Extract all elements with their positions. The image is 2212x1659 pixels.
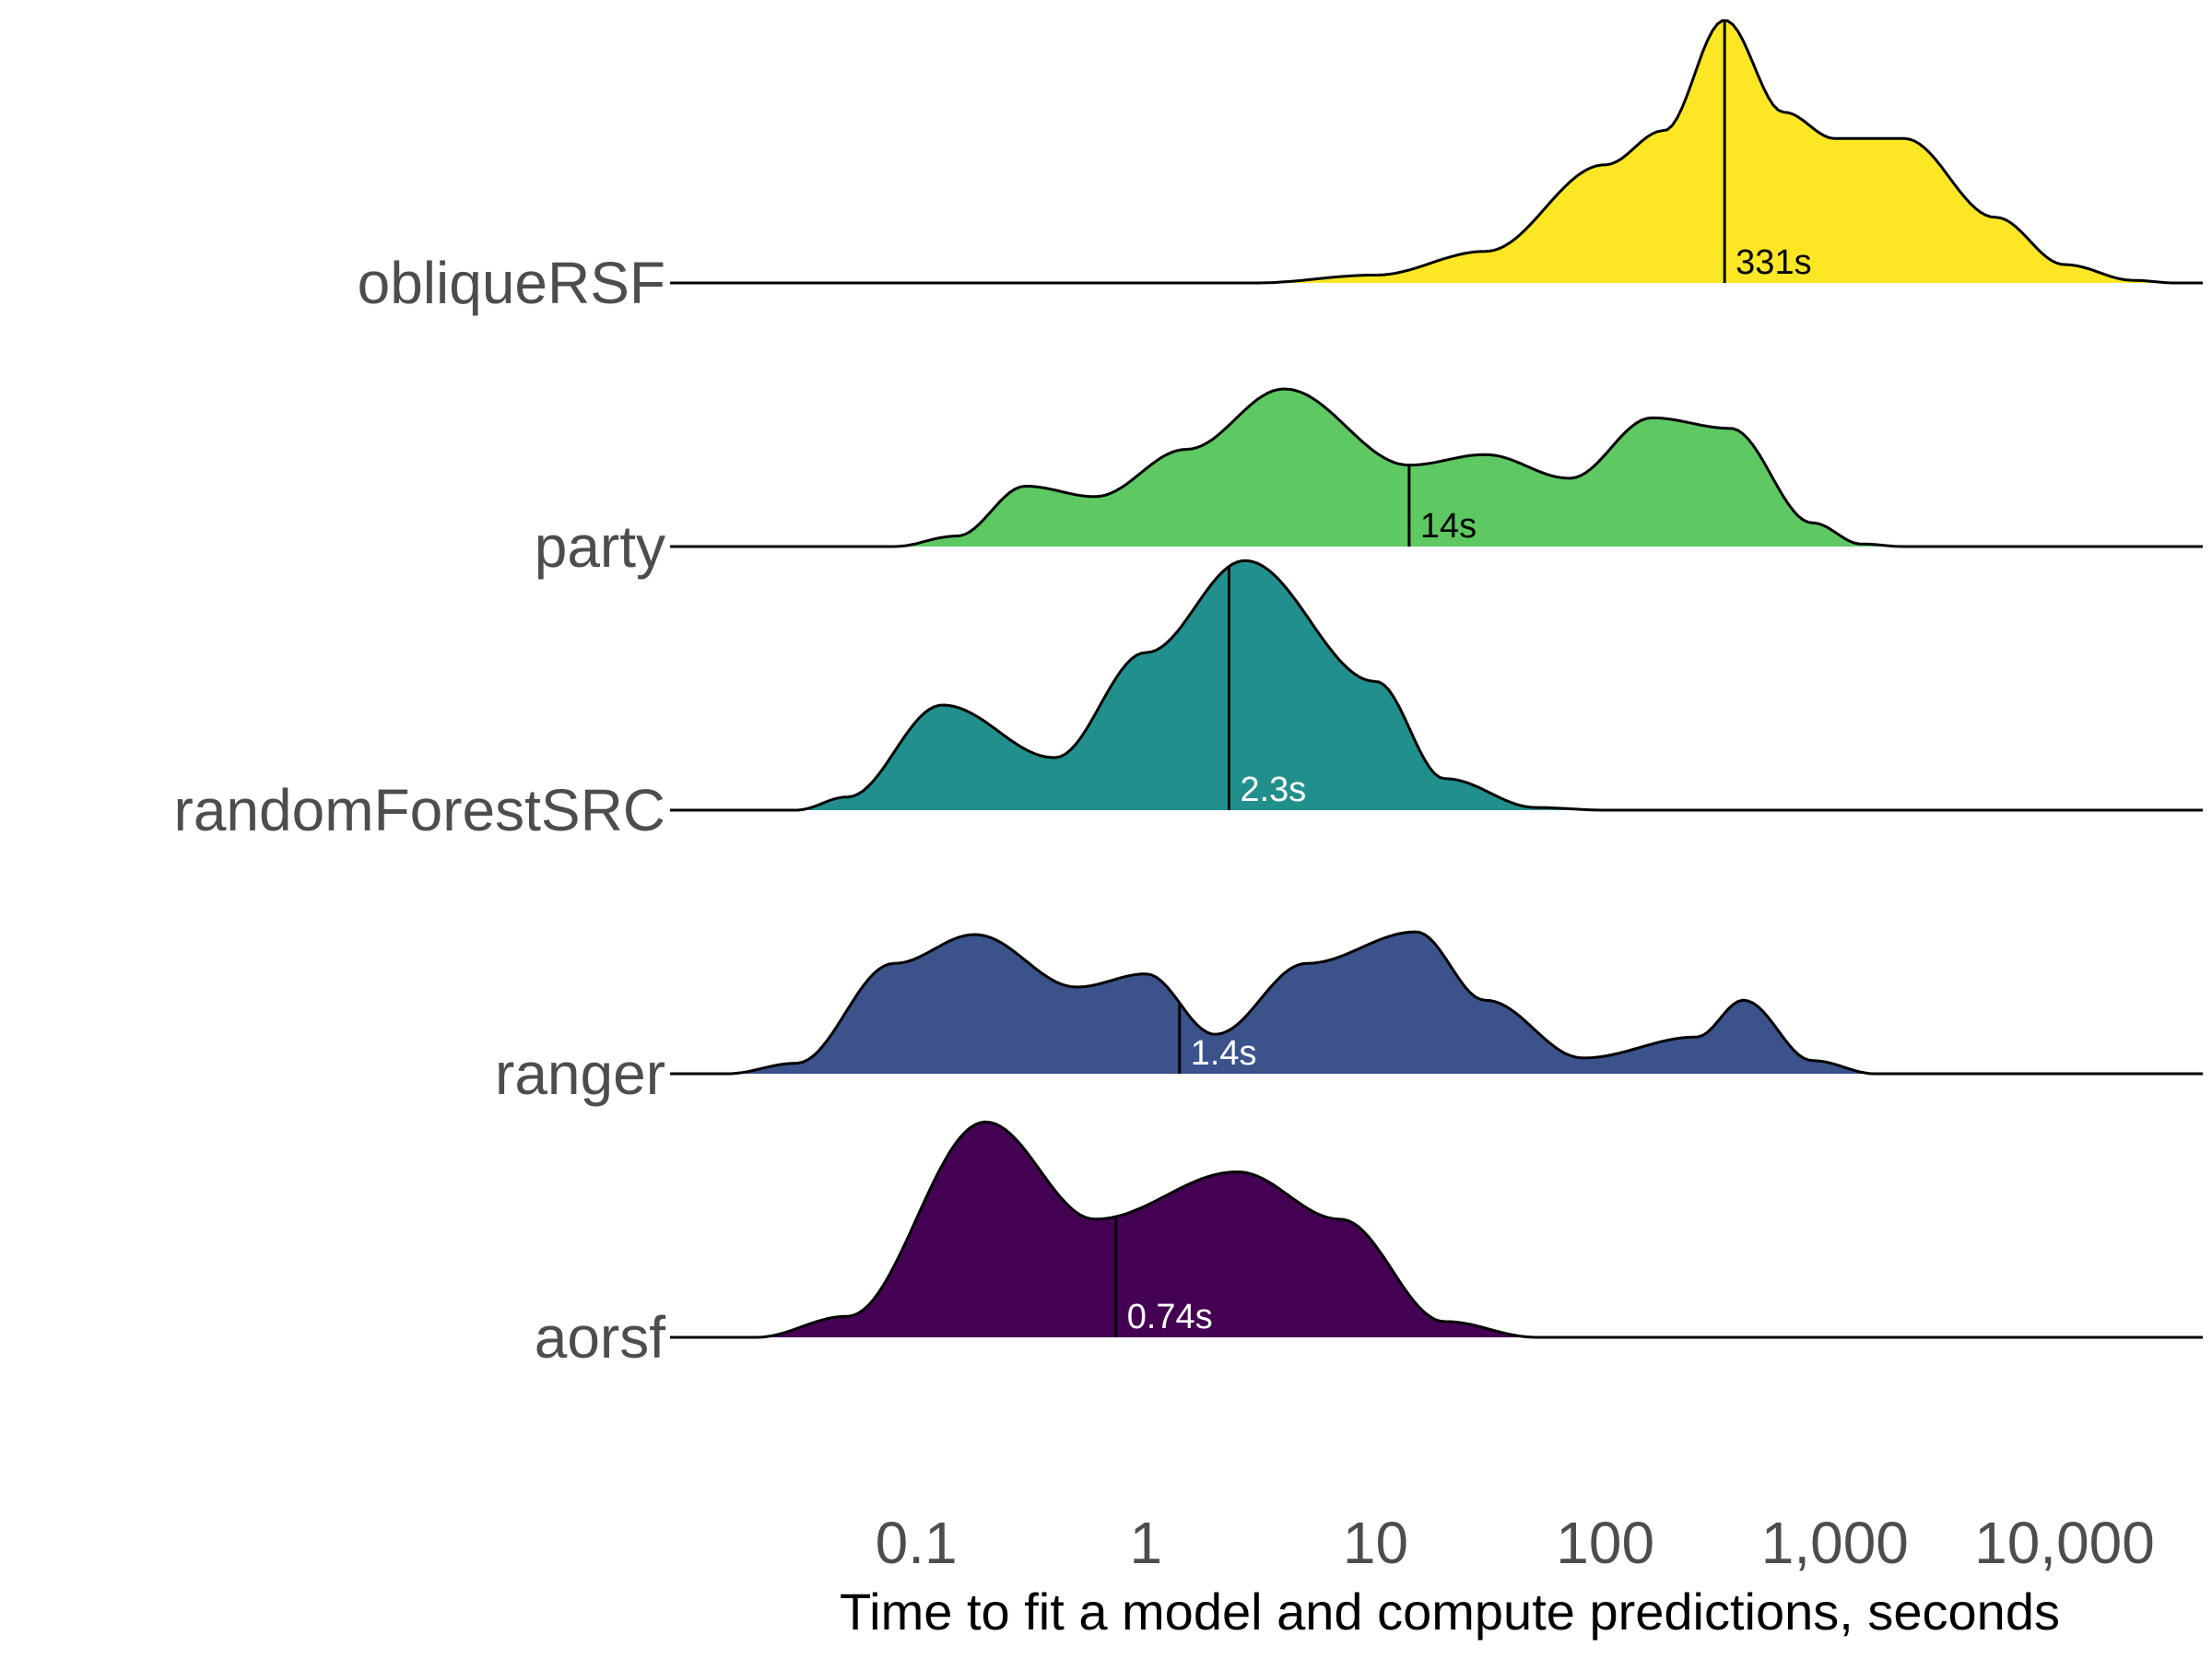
category-label-aorsf: aorsf: [535, 1304, 666, 1371]
category-label-obliqueRSF: obliqueRSF: [358, 250, 665, 316]
category-label-party: party: [535, 513, 665, 580]
ridge-party: 14s party: [535, 387, 2203, 580]
x-tick-label: 10,000: [1974, 1510, 2155, 1576]
median-label-obliqueRSF: 331s: [1735, 243, 1811, 282]
ridge-ranger: 1.4s ranger: [495, 930, 2203, 1107]
ridge-obliqueRSF: 331s obliqueRSF: [358, 18, 2203, 316]
x-axis-title: Time to fit a model and compute predicti…: [840, 1583, 2060, 1641]
density-line-party: [687, 387, 2203, 548]
density-line-aorsf: [687, 1120, 2203, 1339]
x-axis-ticks: 0.1 1 10 100 1,000 10,000: [876, 1510, 2155, 1576]
median-label-ranger: 1.4s: [1191, 1034, 1257, 1073]
density-line-randomForestSRC: [687, 559, 2203, 812]
density-area-aorsf: [687, 1122, 2203, 1337]
x-tick-label: 0.1: [876, 1510, 958, 1576]
ridge-aorsf: 0.74s aorsf: [535, 1120, 2203, 1371]
density-line-ranger: [687, 930, 2203, 1076]
ridges-group: 331s obliqueRSF 14s party 2.3s randomForestSR…: [174, 18, 2203, 1371]
median-label-randomForestSRC: 2.3s: [1240, 771, 1306, 809]
x-tick-label: 1,000: [1761, 1510, 1909, 1576]
ridge-randomForestSRC: 2.3s randomForestSRC: [174, 559, 2203, 843]
median-label-party: 14s: [1420, 507, 1477, 546]
density-area-ranger: [687, 932, 2203, 1074]
category-label-ranger: ranger: [495, 1041, 665, 1107]
density-area-party: [687, 389, 2203, 547]
x-tick-label: 10: [1343, 1510, 1408, 1576]
median-label-aorsf: 0.74s: [1127, 1298, 1213, 1336]
density-area-randomForestSRC: [687, 560, 2203, 810]
category-label-randomForestSRC: randomForestSRC: [174, 777, 666, 843]
density-area-obliqueRSF: [687, 20, 2203, 284]
density-line-obliqueRSF: [687, 18, 2203, 285]
x-tick-label: 1: [1130, 1510, 1163, 1576]
x-tick-label: 100: [1556, 1510, 1654, 1576]
